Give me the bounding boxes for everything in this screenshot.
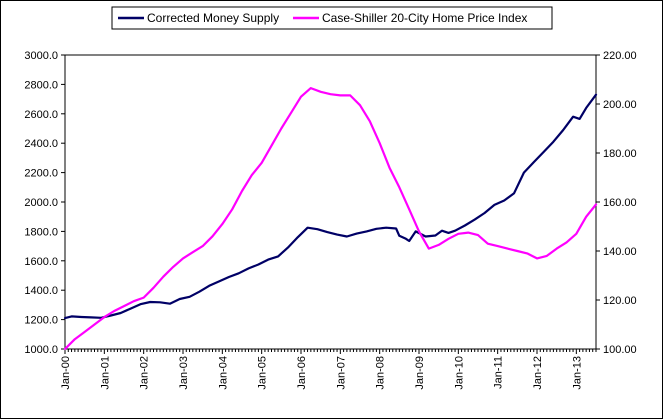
left-axis-tick-label: 1600.0 (24, 256, 58, 268)
x-axis-tick-label: Jan-04 (217, 356, 229, 390)
legend-box (111, 6, 553, 30)
series-line-home-price-index (63, 86, 598, 351)
x-axis-tick-label: Jan-08 (375, 356, 387, 390)
legend: Corrected Money Supply Case-Shiller 20-C… (111, 6, 553, 30)
series-line-money-supply (63, 93, 598, 320)
x-axis-tick-label: Jan-11 (493, 356, 505, 389)
x-axis-tick-label: Jan-00 (60, 356, 72, 390)
x-axis-tick-label: Jan-10 (453, 356, 465, 390)
left-axis-tick-label: 1200.0 (24, 315, 58, 327)
right-axis-tick-label: 180.00 (603, 148, 637, 160)
right-axis-tick-label: 220.00 (603, 50, 637, 62)
x-axis-tick-label: Jan-01 (99, 356, 111, 390)
right-axis-tick-label: 160.00 (603, 197, 637, 209)
x-axis-tick-label: Jan-05 (257, 356, 269, 390)
left-axis-tick-label: 2000.0 (24, 197, 58, 209)
right-axis-tick-label: 100.00 (603, 344, 637, 356)
left-axis-tick-label: 2800.0 (24, 79, 58, 91)
x-axis-tick-label: Jan-09 (414, 356, 426, 390)
left-axis-tick-label: 1400.0 (24, 285, 58, 297)
left-axis-tick-label: 2200.0 (24, 168, 58, 180)
x-axis-tick-label: Jan-13 (571, 356, 583, 390)
legend-label-money-supply: Corrected Money Supply (147, 11, 279, 25)
left-axis-tick-label: 1000.0 (24, 344, 58, 356)
x-axis-tick-label: Jan-02 (139, 356, 151, 390)
plot-border (64, 54, 597, 350)
left-axis-tick-label: 2600.0 (24, 109, 58, 121)
x-axis-tick-label: Jan-03 (178, 356, 190, 390)
x-axis-tick-label: Jan-07 (335, 356, 347, 390)
x-axis-tick-label: Jan-12 (532, 356, 544, 390)
right-axis-tick-label: 200.00 (603, 99, 637, 111)
left-axis-tick-label: 3000.0 (24, 50, 58, 62)
x-axis-tick-label: Jan-06 (296, 356, 308, 390)
legend-label-home-price-index: Case-Shiller 20-City Home Price Index (322, 11, 527, 25)
right-axis-tick-label: 120.00 (603, 295, 637, 307)
left-axis-tick-label: 2400.0 (24, 138, 58, 150)
plot-area: 1000.0 1200.0 1400.0 1600.0 1800.0 2000.0 2200… (24, 50, 636, 390)
right-axis-tick-label: 140.00 (603, 246, 637, 258)
left-axis-tick-label: 1800.0 (24, 226, 58, 238)
